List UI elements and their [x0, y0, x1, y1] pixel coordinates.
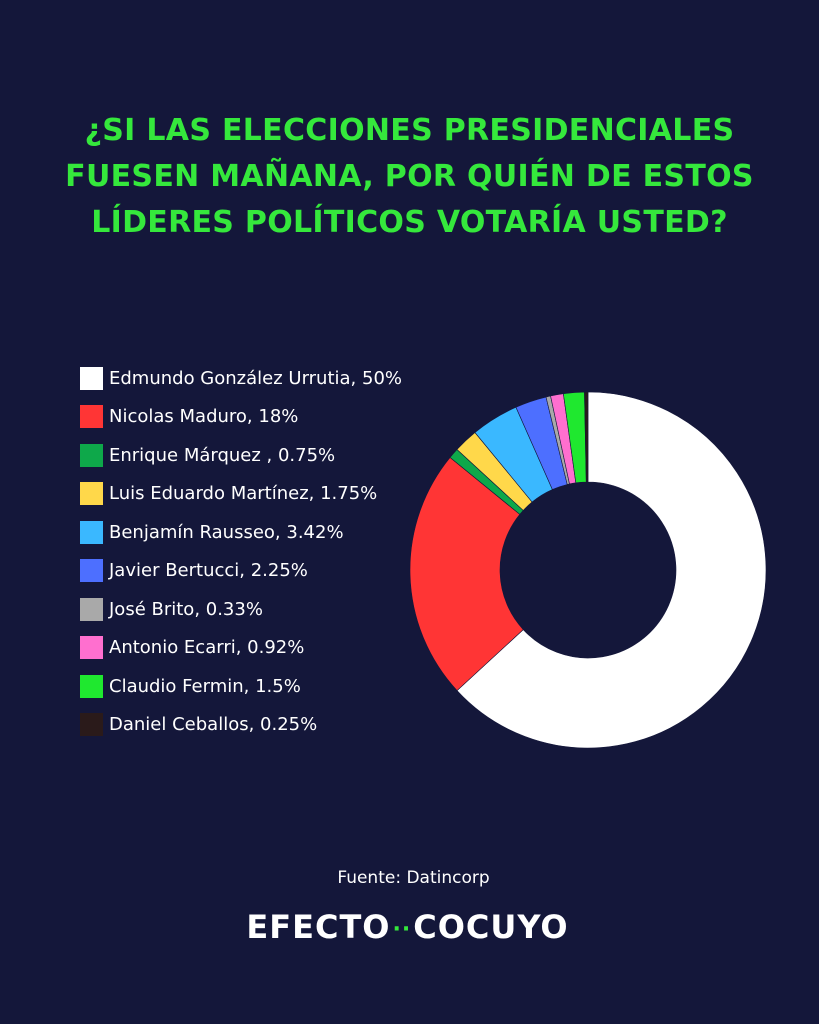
- legend-label: Enrique Márquez , 0.75%: [109, 444, 336, 466]
- legend-item: Claudio Fermin, 1.5%: [80, 667, 480, 706]
- legend-swatch: [80, 713, 103, 737]
- donut-slice: [456, 391, 767, 749]
- legend-item: Luis Eduardo Martínez, 1.75%: [80, 475, 480, 514]
- brand-left: EFECTO: [246, 908, 391, 946]
- legend-item: Javier Bertucci, 2.25%: [80, 552, 480, 591]
- legend-swatch: [80, 405, 103, 429]
- legend-item: Edmundo González Urrutia, 50%: [80, 359, 480, 398]
- legend-label: Luis Eduardo Martínez, 1.75%: [109, 483, 378, 505]
- legend-label: Antonio Ecarri, 0.92%: [109, 637, 305, 659]
- legend-swatch: [80, 482, 103, 506]
- legend-swatch: [80, 443, 103, 467]
- brand-logo: EFECTO··COCUYO: [0, 908, 815, 946]
- brand-right: COCUYO: [413, 908, 569, 946]
- legend-label: Benjamín Rausseo, 3.42%: [109, 521, 344, 543]
- legend-label: Edmundo González Urrutia, 50%: [109, 367, 403, 389]
- donut-slice: [584, 391, 589, 483]
- legend-item: Antonio Ecarri, 0.92%: [80, 629, 480, 668]
- legend-swatch: [80, 597, 103, 621]
- chart-title: ¿SI LAS ELECCIONES PRESIDENCIALES FUESEN…: [65, 113, 754, 240]
- legend-label: José Brito, 0.33%: [109, 598, 263, 620]
- source-note: Fuente: Datincorp: [337, 868, 490, 888]
- donut-chart: [409, 391, 767, 749]
- legend-swatch: [80, 674, 103, 698]
- legend-item: Enrique Márquez , 0.75%: [80, 436, 480, 475]
- legend-swatch: [80, 366, 103, 390]
- legend-swatch: [80, 520, 103, 544]
- legend: Edmundo González Urrutia, 50% Nicolas Mad…: [80, 359, 480, 744]
- legend-label: Nicolas Maduro, 18%: [109, 406, 299, 428]
- legend-item: José Brito, 0.33%: [80, 590, 480, 629]
- legend-label: Daniel Ceballos, 0.25%: [109, 714, 318, 736]
- legend-label: Javier Bertucci, 2.25%: [109, 560, 308, 582]
- legend-label: Claudio Fermin, 1.5%: [109, 675, 301, 697]
- legend-item: Benjamín Rausseo, 3.42%: [80, 513, 480, 552]
- donut-slice: [409, 457, 524, 692]
- legend-item: Daniel Ceballos, 0.25%: [80, 706, 480, 745]
- brand-dots: ··: [392, 916, 412, 942]
- legend-swatch: [80, 559, 103, 583]
- legend-item: Nicolas Maduro, 18%: [80, 398, 480, 437]
- legend-swatch: [80, 636, 103, 660]
